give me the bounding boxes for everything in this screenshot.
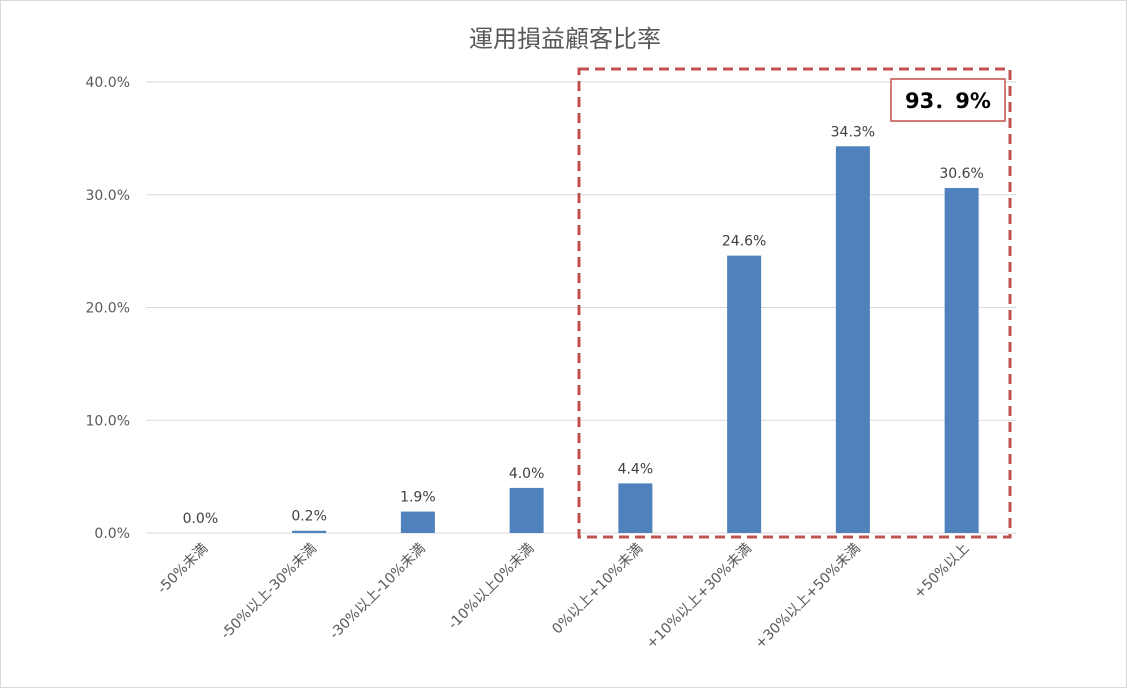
x-tick-label: -50%未満 <box>155 541 212 598</box>
highlight-dashed-box <box>577 67 1012 539</box>
bar <box>944 187 979 534</box>
y-tick-label: 40.0% <box>86 75 130 91</box>
x-tick-label: +30%以上+50%未満 <box>752 541 864 653</box>
total-callout-text: 93．9% <box>905 89 991 113</box>
data-label: 4.0% <box>509 466 545 482</box>
x-tick-label: -30%以上-10%未満 <box>327 541 429 643</box>
bar <box>509 487 544 533</box>
bar <box>727 255 762 533</box>
bar <box>835 146 870 533</box>
data-label: 1.9% <box>400 490 436 506</box>
bar <box>400 511 435 533</box>
x-tick-label: +50%以上 <box>911 541 972 602</box>
data-label: 4.4% <box>618 461 654 477</box>
bar <box>618 483 653 533</box>
x-tick-label: +10%以上+30%未満 <box>643 541 755 653</box>
y-tick-label: 20.0% <box>86 301 130 317</box>
y-axis-tick-labels: 0.0% 10.0% 20.0% 30.0% 40.0% <box>86 75 130 542</box>
total-callout-box <box>890 78 1006 122</box>
chart-title: 運用損益顧客比率 <box>469 25 661 53</box>
y-tick-label: 30.0% <box>86 188 130 204</box>
y-tick-label: 0.0% <box>94 526 130 542</box>
y-tick-label: 10.0% <box>86 413 130 429</box>
x-tick-label: 0%以上+10%未満 <box>549 541 646 638</box>
data-label: 34.3% <box>831 124 875 140</box>
gridlines <box>146 81 1016 534</box>
data-label: 0.0% <box>183 511 219 527</box>
bars <box>292 146 979 534</box>
data-label: 0.2% <box>291 509 327 525</box>
bar <box>292 530 327 533</box>
data-label: 30.6% <box>939 166 983 182</box>
x-axis-tick-labels: -50%未満 -50%以上-30%未満 -30%以上-10%未満 -10%以上0%未満… <box>155 541 973 653</box>
x-tick-label: -50%以上-30%未満 <box>218 541 320 643</box>
data-labels: 0.0% 0.2% 1.9% 4.0% 4.4% 24.6% 34.3% 30.6% <box>183 124 984 527</box>
data-label: 24.6% <box>722 234 766 250</box>
x-tick-label: -10%以上0%未満 <box>445 541 537 633</box>
